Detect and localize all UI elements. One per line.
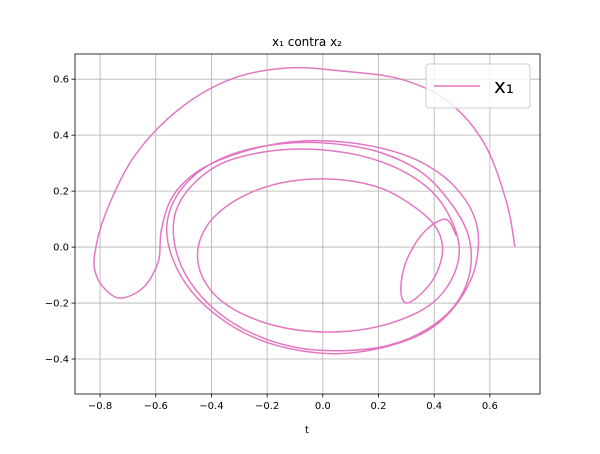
grid [75,54,540,394]
series-line-0 [93,66,516,355]
y-tick-label: 0.0 [53,243,69,254]
x-axis-label: t [305,425,309,436]
axes-frame [74,53,541,395]
x-axis-ticks: −0.8 −0.6 −0.4 −0.2 0.0 0.2 0.4 0.6 [88,394,498,412]
y-tick-label: −0.4 [45,355,69,366]
legend: x₁ [425,63,531,109]
y-axis-ticks: −0.4 −0.2 0.0 0.2 0.4 0.6 [45,75,75,366]
legend-label: x₁ [494,74,514,98]
y-tick-label: −0.2 [45,299,69,310]
y-tick-label: 0.4 [53,131,69,142]
y-tick-label: 0.6 [53,75,69,86]
x-tick-label: −0.6 [144,401,168,412]
y-tick-label: 0.2 [53,187,69,198]
series-lines [93,66,516,355]
x-tick-label: 0.6 [482,401,498,412]
x-tick-label: −0.4 [199,401,223,412]
plot-frame [74,53,541,395]
x-tick-label: 0.4 [426,401,442,412]
x-tick-label: −0.2 [255,401,279,412]
plot-area [75,54,540,394]
x-tick-label: 0.2 [371,401,387,412]
x-tick-label: −0.8 [88,401,112,412]
chart-title: x₁ contra x₂ [272,35,342,49]
x-tick-label: 0.0 [315,401,331,412]
